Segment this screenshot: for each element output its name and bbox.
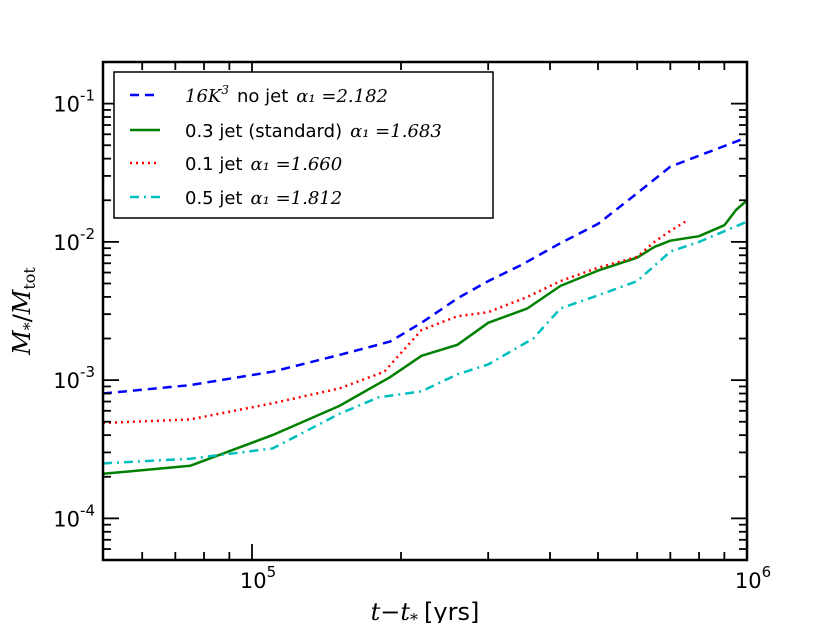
x-axis-title: t−t* [yrs] — [371, 598, 480, 623]
y-tick-label: 10-3 — [53, 363, 95, 393]
plot-frame — [101, 60, 749, 562]
series-line-4 — [103, 220, 747, 465]
legend-entry-4: 0.5 jet α₁ =1.812 — [185, 188, 342, 209]
y-tick-label: 10-2 — [53, 225, 95, 255]
series-line-3 — [103, 220, 686, 425]
x-tick-label: 106 — [735, 563, 771, 593]
y-axis-title: M*/Mtot — [8, 267, 39, 356]
x-tick-label: 105 — [240, 563, 276, 593]
series-line-1 — [103, 136, 747, 395]
legend-entry-3: 0.1 jet α₁ =1.660 — [185, 154, 342, 175]
series-line-2 — [103, 199, 747, 476]
y-tick-label: 10-1 — [53, 87, 95, 117]
legend-entry-2: 0.3 jet (standard) α₁ =1.683 — [185, 121, 442, 142]
legend-entry-1: 16K3 no jet α₁ =2.182 — [185, 83, 388, 107]
y-tick-label: 10-4 — [53, 501, 95, 531]
legend-box — [113, 71, 494, 219]
